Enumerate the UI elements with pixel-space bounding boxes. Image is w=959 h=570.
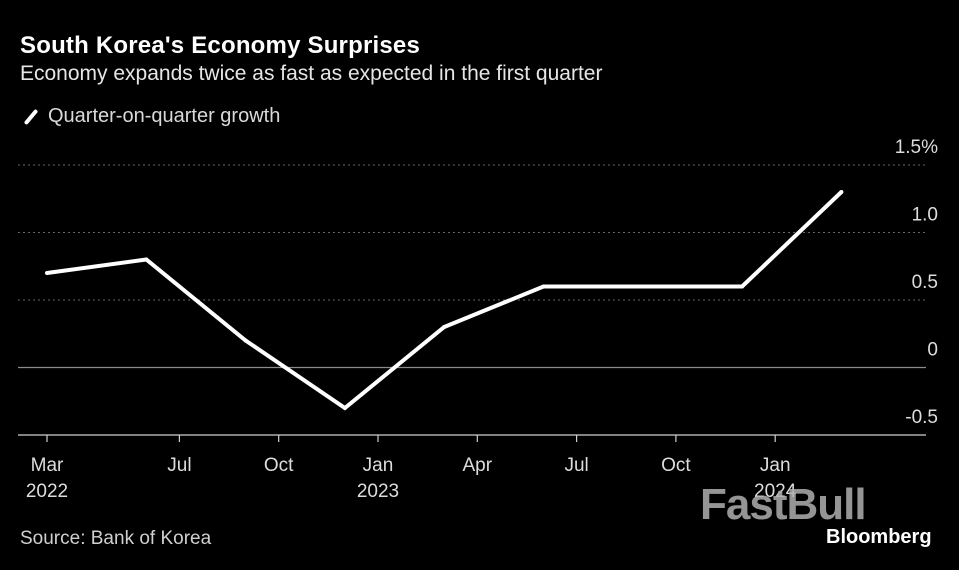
chart-title: South Korea's Economy Surprises [20,32,421,59]
x-tick-label: Jan [760,455,791,476]
data-point [640,284,645,289]
data-point [541,284,546,289]
data-point [144,257,149,262]
x-tick-label: Jul [167,455,191,476]
y-tick-label: 1.0 [912,205,938,226]
watermark-brand: FastBull [700,480,867,529]
x-tick-label: Jul [564,455,588,476]
x-tick-year-label: 2024 [754,481,797,502]
watermark-sub: Bloomberg [826,526,932,548]
x-tick-label: Oct [661,455,691,476]
chart-legend: Quarter-on-quarter growth [22,105,280,128]
y-tick-label: -0.5 [905,407,938,428]
x-tick-label: Mar [31,455,64,476]
data-point [740,284,745,289]
x-tick-year-label: 2023 [357,481,399,502]
x-tick-label: Jan [363,455,394,476]
x-tick-year-label: 2022 [26,481,68,502]
data-point [342,406,347,410]
y-tick-label: 0.5 [912,272,938,293]
y-tick-label: 0 [927,340,938,361]
source-note: Source: Bank of Korea [20,528,212,549]
chart-subtitle: Economy expands twice as fast as expecte… [20,62,603,85]
y-tick-label: 1.5% [895,137,938,158]
data-point [243,338,248,343]
data-point [839,190,844,194]
x-tick-label: Oct [264,455,294,476]
x-tick-label: Apr [463,455,493,476]
data-point [45,271,49,275]
data-point [442,325,447,329]
legend-label: Quarter-on-quarter growth [48,105,281,127]
